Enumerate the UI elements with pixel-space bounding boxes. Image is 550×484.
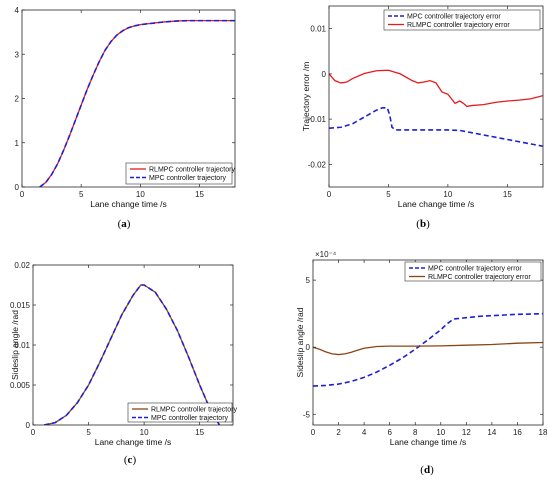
x-tick-label: 15 (195, 428, 204, 437)
x-axis-label: Lane change time /s (95, 437, 172, 447)
series-line-1 (39, 19, 235, 187)
x-tick-label: 5 (79, 190, 84, 199)
y-tick-label: 4 (15, 6, 20, 15)
y-tick-label: 0.015 (10, 301, 31, 310)
y-tick-label: 2 (15, 95, 20, 104)
x-tick-label: 10 (140, 428, 149, 437)
panel-paren: ) (426, 218, 430, 230)
y-axis-label: Sideslip angle /rad (295, 307, 305, 377)
y-tick-label: 0.01 (14, 341, 30, 350)
panel-letter: d (424, 464, 430, 476)
x-tick-label: 10 (136, 190, 145, 199)
legend-entry: MPC controller trajectory error (407, 14, 501, 21)
y-tick-label: 0 (15, 183, 20, 192)
series-line-2 (313, 341, 543, 356)
y-tick-label: 0.01 (310, 25, 326, 34)
legend-entry: RLMPC controller trajectory (151, 407, 237, 414)
series-line-1 (313, 312, 543, 387)
plot-frame (21, 9, 236, 188)
series-line-1 (329, 107, 543, 148)
y-tick-label: 3 (15, 50, 20, 59)
x-tick-label: 0 (327, 190, 332, 199)
series-group (43, 284, 221, 425)
y-tick-label: 0 (322, 70, 327, 79)
x-axis-label: Lane change time /s (390, 437, 467, 447)
x-tick-label: 10 (436, 428, 445, 437)
x-tick-label: 0 (31, 428, 36, 437)
y-axis-label: Trajectory error /m (301, 62, 311, 132)
x-tick-label: 4 (362, 428, 367, 437)
chart-c: 0 5 10 15 0 0.005 0.01 0.015 0.02 Lane change tim… (10, 261, 238, 466)
plot-frame (32, 264, 234, 426)
y-tick-label: 0.02 (14, 261, 30, 270)
legend-entry: RLMPC controller trajectory error (428, 274, 531, 281)
panel-paren: ( (420, 464, 424, 476)
panel-paren: ) (430, 464, 434, 476)
panel-paren: ) (132, 454, 136, 466)
legend-box (127, 402, 233, 423)
y-tick-label: 0 (306, 343, 311, 352)
series-line-2 (43, 284, 221, 425)
chart-b: 0 5 10 15 -0.02 -0.01 0 0.01 Lane change time /s… (301, 5, 544, 230)
y-axis-label: Sideslip angle /rad (10, 310, 20, 380)
legend-entry: RLMPC controller trajectory error (407, 22, 510, 29)
x-tick-label: 10 (443, 190, 452, 199)
series-line-2 (329, 69, 543, 108)
y-tick-label: 0 (26, 421, 31, 430)
x-tick-label: 2 (336, 428, 341, 437)
legend-box (404, 261, 542, 282)
panel-paren: ( (124, 454, 128, 466)
panel-letter: c (128, 454, 133, 466)
panel-paren: ) (127, 218, 131, 230)
panel-paren: ( (416, 218, 420, 230)
y-tick-label: -5 (303, 410, 311, 419)
x-tick-label: 18 (539, 428, 548, 437)
series-group (39, 19, 235, 187)
x-tick-label: 5 (86, 428, 91, 437)
panel-letter: a (121, 218, 127, 230)
y-tick-label: -0.01 (308, 115, 327, 124)
plot-frame (312, 259, 544, 426)
panel-label: (c) (124, 454, 137, 466)
legend-entry: RLMPC controller trajectory (149, 167, 235, 174)
legend-box (383, 9, 541, 31)
y-tick-label: 5 (306, 276, 311, 285)
panel-letter: b (420, 218, 426, 230)
x-tick-label: 16 (513, 428, 522, 437)
x-tick-label: 15 (503, 190, 512, 199)
x-tick-label: 15 (195, 190, 204, 199)
y-exponent-label: ×10⁻⁴ (315, 250, 337, 259)
y-tick-label: 1 (15, 139, 20, 148)
x-tick-label: 5 (386, 190, 391, 199)
legend-box (125, 162, 233, 185)
x-axis-label: Lane change time /s (398, 199, 475, 209)
panel-label: (a) (118, 218, 131, 230)
series-group (329, 69, 543, 148)
plot-frame (328, 5, 544, 188)
y-tick-label: -0.02 (308, 160, 327, 169)
legend-entry: MPC controller trajectory (149, 175, 227, 182)
x-tick-label: 0 (311, 428, 316, 437)
legend-entry: MPC controller trajectory error (428, 266, 522, 273)
x-tick-label: 8 (413, 428, 418, 437)
panel-label: (d) (420, 464, 434, 476)
series-line-2 (39, 19, 235, 187)
x-tick-label: 14 (487, 428, 496, 437)
series-group (313, 312, 543, 387)
x-tick-label: 6 (387, 428, 392, 437)
panel-paren: ( (118, 218, 122, 230)
x-axis-label: Lane change time /s (90, 199, 167, 209)
panel-label: (b) (416, 218, 430, 230)
x-tick-label: 12 (462, 428, 471, 437)
legend-entry: MPC controller trajectory (151, 415, 229, 422)
x-tick-label: 0 (20, 190, 25, 199)
y-tick-label: 0.005 (10, 381, 31, 390)
